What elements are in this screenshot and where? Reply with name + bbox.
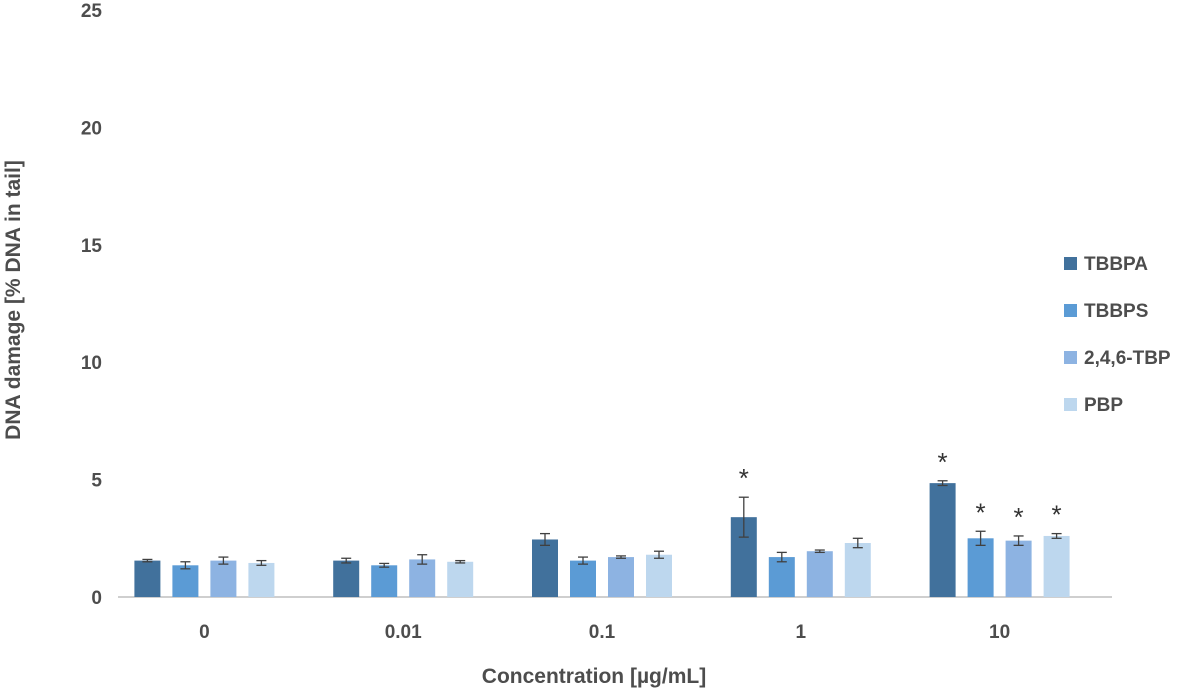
error-bar	[738, 496, 749, 538]
error-bar	[218, 556, 229, 565]
x-tick-label: 0	[199, 622, 210, 643]
bar-2-4-6-tbp-10	[1005, 540, 1032, 597]
x-axis-title: Concentration [µg/mL]	[482, 665, 706, 688]
error-bar	[852, 537, 863, 549]
significance-marker: *	[739, 463, 749, 493]
legend-swatch	[1064, 351, 1077, 364]
y-tick-label: 5	[91, 471, 102, 492]
y-tick-label: 20	[81, 118, 102, 139]
bar-tbbps-1	[768, 557, 795, 597]
bar-tbbpa-0_1	[532, 539, 558, 597]
error-bar	[654, 550, 664, 559]
legend-item: 2,4,6-TBP	[1064, 348, 1171, 369]
bar-pbp-0_01	[447, 561, 474, 597]
bar-tbbps-0_1	[570, 560, 596, 597]
error-bar	[937, 480, 948, 487]
significance-marker: *	[1052, 500, 1062, 530]
y-axis-ticks: 0 5 10 15 20 25	[81, 1, 103, 609]
significance-marker: *	[938, 447, 948, 477]
bar-tbbpa-0_01	[333, 560, 360, 597]
error-bar	[417, 554, 428, 565]
bar-tbbpa-0	[134, 560, 161, 597]
error-bar	[975, 530, 986, 546]
bar-tbbps-10	[967, 538, 994, 597]
bar-tbbps-0_01	[371, 565, 398, 597]
bar-tbbps-0	[172, 565, 199, 597]
significance-marker: *	[976, 497, 986, 527]
y-tick-label: 25	[81, 1, 103, 22]
error-bar	[616, 555, 626, 559]
legend-swatch	[1064, 304, 1077, 317]
bar-pbp-10	[1043, 535, 1070, 597]
error-bar	[1013, 535, 1024, 546]
error-bar	[341, 557, 352, 564]
legend-label: TBBPA	[1084, 254, 1148, 275]
error-bar	[776, 551, 787, 563]
legend-swatch	[1064, 257, 1077, 270]
bar-tbbpa-10	[929, 483, 956, 597]
error-bar	[180, 561, 191, 570]
y-tick-label: 0	[91, 588, 102, 609]
legend: TBBPA TBBPS 2,4,6-TBP PBP	[1064, 254, 1171, 416]
y-axis-title: DNA damage [% DNA in tail]	[2, 160, 25, 440]
significance-marker: *	[1014, 502, 1024, 532]
bar-2-4-6-tbp-0_01	[409, 559, 436, 597]
legend-label: TBBPS	[1084, 301, 1148, 322]
x-tick-label: 1	[796, 622, 807, 643]
bar-2-4-6-tbp-0_1	[608, 557, 634, 597]
y-tick-label: 10	[81, 353, 102, 374]
bar-2-4-6-tbp-0	[210, 560, 237, 597]
error-bar	[1051, 532, 1062, 539]
error-bar	[256, 559, 267, 566]
bar-pbp-1	[844, 542, 871, 597]
bars: * * * * *	[134, 447, 1070, 597]
legend-item: TBBPA	[1064, 254, 1148, 275]
x-axis-ticks: 0 0.01 0.1 1 10	[199, 622, 1010, 643]
error-bar	[379, 562, 390, 568]
bar-2-4-6-tbp-1	[806, 551, 833, 597]
error-bar	[578, 556, 588, 565]
bar-pbp-0_1	[646, 554, 672, 597]
legend-label: PBP	[1084, 395, 1123, 416]
error-bar	[455, 559, 466, 564]
x-tick-label: 10	[989, 622, 1010, 643]
x-tick-label: 0.01	[385, 622, 422, 643]
legend-swatch	[1064, 398, 1077, 411]
y-tick-label: 15	[81, 236, 103, 257]
error-bar	[142, 558, 153, 563]
error-bar	[814, 549, 825, 554]
legend-item: TBBPS	[1064, 301, 1148, 322]
error-bar	[540, 532, 550, 546]
legend-label: 2,4,6-TBP	[1084, 348, 1171, 369]
bar-pbp-0	[248, 562, 275, 597]
legend-item: PBP	[1064, 395, 1123, 416]
x-tick-label: 0.1	[589, 622, 616, 643]
